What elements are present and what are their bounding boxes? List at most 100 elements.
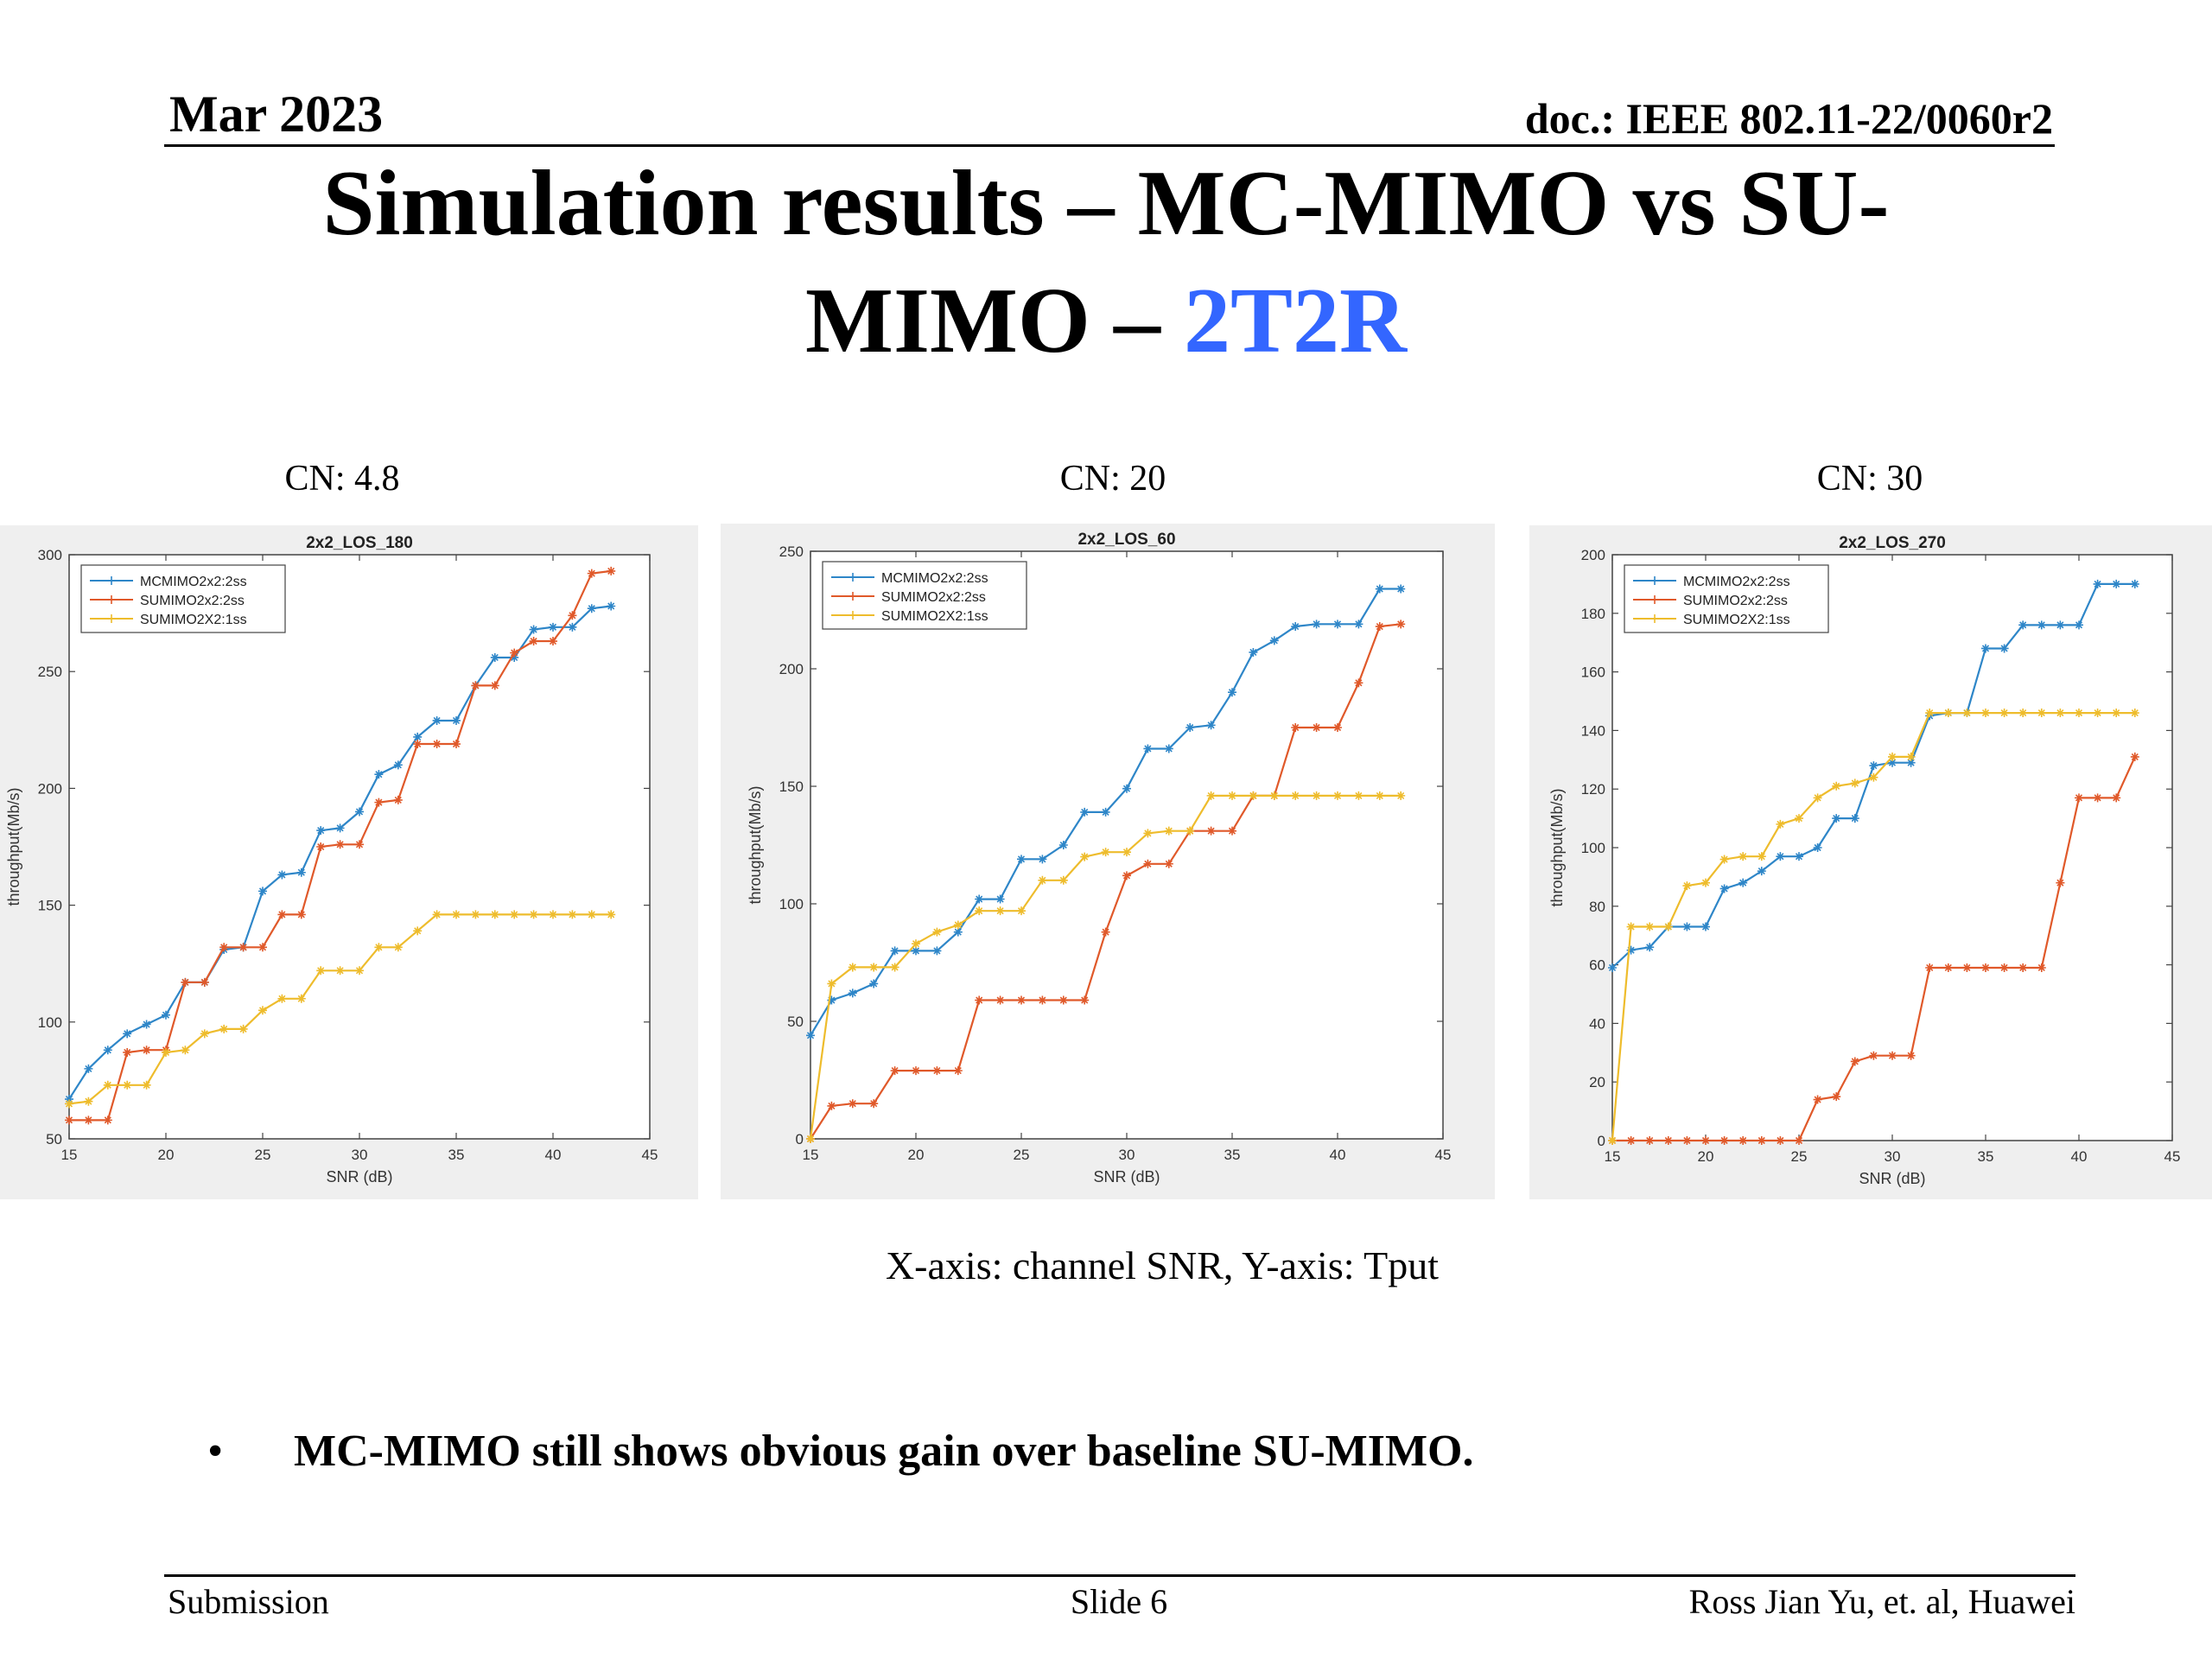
data-point	[568, 910, 577, 919]
data-point	[1795, 1136, 1803, 1145]
y-tick-label: 150	[779, 779, 804, 795]
data-point	[2093, 709, 2102, 718]
data-point	[1375, 622, 1384, 632]
data-point	[1701, 1136, 1710, 1145]
data-point	[827, 979, 836, 988]
data-point	[607, 910, 616, 919]
data-point	[549, 622, 557, 632]
data-point	[1813, 1095, 1822, 1104]
x-tick-label: 20	[1698, 1148, 1714, 1165]
data-point	[975, 906, 984, 916]
data-point	[452, 715, 461, 725]
data-point	[1999, 644, 2009, 653]
data-point	[1333, 620, 1342, 629]
data-point	[335, 966, 345, 976]
bullet-point: • MC-MIMO still shows obvious gain over b…	[207, 1426, 1474, 1477]
data-point	[200, 977, 209, 987]
data-point	[1795, 852, 1803, 861]
data-point	[1757, 867, 1766, 876]
data-point	[1206, 721, 1216, 730]
data-point	[510, 910, 519, 919]
data-point	[510, 648, 519, 658]
footer-author: Ross Jian Yu, et. al, Huawei	[1688, 1582, 2075, 1621]
data-point	[1962, 709, 1972, 718]
data-point	[103, 1116, 112, 1125]
slide-title-line2: MIMO – 2T2R	[0, 263, 2212, 380]
data-point	[2093, 579, 2102, 588]
data-point	[1738, 878, 1748, 887]
data-point	[2018, 709, 2028, 718]
data-point	[848, 1099, 857, 1109]
data-point	[510, 652, 519, 662]
header-date: Mar 2023	[169, 86, 384, 143]
data-point	[869, 963, 879, 972]
data-point	[1058, 875, 1068, 885]
y-axis-label: throughput(Mb/s)	[747, 785, 764, 904]
data-point	[1608, 963, 1617, 972]
data-point	[1206, 791, 1216, 800]
data-point	[393, 943, 403, 952]
chart-title: 2x2_LOS_180	[306, 534, 413, 552]
data-point	[587, 604, 596, 613]
data-point	[1626, 1136, 1636, 1145]
y-tick-label: 100	[38, 1014, 62, 1031]
data-point	[374, 770, 384, 779]
data-point	[1757, 1136, 1766, 1145]
data-point	[1017, 855, 1026, 864]
data-point	[1312, 620, 1321, 629]
data-point	[1813, 843, 1822, 852]
legend-entry: MCMIMO2x2:2ss	[1683, 575, 1790, 589]
chart-title: 2x2_LOS_60	[1077, 531, 1175, 549]
panel-label-cn-4.8: CN: 4.8	[284, 459, 400, 499]
data-point	[912, 1066, 920, 1076]
data-point	[2112, 709, 2121, 718]
data-point	[452, 910, 461, 919]
data-point	[1645, 1136, 1655, 1145]
data-point	[1981, 709, 1990, 718]
data-point	[413, 732, 423, 741]
data-point	[65, 1095, 73, 1104]
data-point	[1850, 814, 1859, 823]
data-point	[2130, 752, 2139, 761]
data-point	[1143, 859, 1153, 868]
data-point	[1869, 772, 1878, 782]
y-tick-label: 250	[779, 543, 804, 560]
data-point	[869, 1099, 879, 1109]
bullet-text: MC-MIMO still shows obvious gain over ba…	[294, 1427, 1474, 1476]
data-point	[1719, 884, 1729, 893]
plot-area	[810, 550, 1444, 1140]
data-point	[1869, 1051, 1878, 1060]
data-point	[1269, 636, 1279, 645]
y-tick-label: 0	[1598, 1133, 1605, 1149]
data-point	[1164, 826, 1173, 836]
x-tick-label: 35	[1978, 1148, 1994, 1165]
data-point	[1185, 723, 1195, 732]
data-point	[452, 740, 461, 749]
data-point	[335, 823, 345, 833]
data-point	[84, 1096, 93, 1106]
y-tick-label: 200	[1581, 547, 1605, 563]
data-point	[1396, 584, 1406, 594]
data-point	[1738, 852, 1748, 861]
y-tick-label: 100	[779, 896, 804, 912]
chart-los-60: 15 20 25 30 35 40 45 0 50 100 150 200 250 2x2_LOS_60 S…	[747, 531, 1451, 1185]
data-point	[1101, 807, 1110, 817]
data-point	[1038, 995, 1047, 1005]
chart-los-270: 15 20 25 30 35 40 45 0 20 40 60 80 100 120 140 160 180 20…	[1548, 534, 2181, 1187]
data-point	[103, 1046, 112, 1055]
legend-marker	[107, 614, 116, 623]
slide-title-line2-prefix: MIMO –	[805, 270, 1184, 372]
x-axis-label: SNR (dB)	[1093, 1168, 1160, 1185]
data-point	[1143, 744, 1153, 753]
data-point	[374, 798, 384, 807]
x-tick-label: 35	[448, 1147, 465, 1163]
x-tick-label: 45	[2164, 1148, 2181, 1165]
data-point	[2056, 709, 2065, 718]
data-point	[1396, 791, 1406, 800]
data-point	[1776, 819, 1785, 829]
data-point	[65, 1099, 73, 1109]
header-rule	[164, 144, 2055, 147]
data-point	[181, 977, 190, 987]
data-point	[1291, 723, 1300, 732]
legend-marker	[1650, 595, 1659, 604]
